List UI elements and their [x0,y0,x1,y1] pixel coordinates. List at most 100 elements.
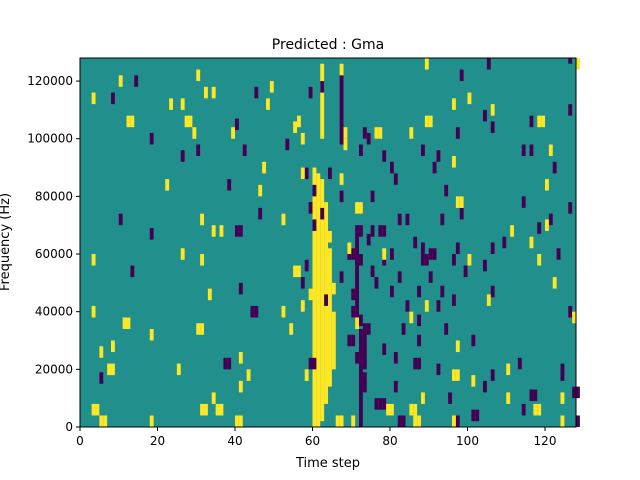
heatmap-cell-low [312,184,317,197]
heatmap-cell-high [300,132,305,145]
heatmap-cell-low [254,86,259,99]
heatmap-cell-high [99,415,104,427]
heatmap-cell-low [382,225,387,237]
heatmap-cell-high [246,369,251,381]
heatmap-cell-low [393,352,398,364]
heatmap-cell-low [351,288,356,301]
heatmap-cell-low [382,150,387,162]
heatmap-cell-low [424,254,429,266]
heatmap-cell-low [413,236,418,249]
heatmap-cell-high [103,415,108,427]
heatmap-cell-low [436,363,441,376]
heatmap-cell-high [455,340,460,353]
heatmap-cell-high [238,415,243,427]
heatmap-cell-high [165,179,170,191]
heatmap-cell-low [227,357,232,370]
x-axis-ticks: 0 20 40 60 80 100 120 [76,427,556,448]
heatmap-cell-low [405,213,410,226]
heatmap-cell-low [576,386,580,399]
heatmap-cell-low [362,127,367,139]
x-tick-label: 0 [76,434,84,448]
y-tick-label: 0 [65,420,73,434]
heatmap-cell-low [378,225,383,237]
heatmap-cell-low [552,161,557,174]
y-axis-label: Frequency (Hz) [0,193,13,291]
heatmap-cell-high [176,363,181,376]
heatmap-cell-low [397,415,402,427]
heatmap-cell-high [382,248,387,260]
heatmap-cell-low [378,398,383,410]
heatmap-cell-high [231,127,236,139]
heatmap-cell-low [359,254,363,266]
y-tick-label: 40000 [35,305,73,319]
heatmap-cell-low [417,314,422,327]
x-tick-label: 60 [305,434,320,448]
heatmap-cell-high [297,115,301,128]
heatmap-cell-high [421,392,425,404]
heatmap-cell-high [293,121,298,133]
heatmap-cell-low [568,58,573,64]
heatmap-cell-high [545,179,549,191]
heatmap-cell-high [238,352,243,364]
plot-frame [79,57,577,428]
heatmap-cell-low [362,372,367,384]
heatmap-cell-high [452,156,456,168]
heatmap-cell-low [455,242,460,255]
heatmap-cell-high [424,115,429,128]
heatmap-cell-low [576,415,580,427]
heatmap-cell-low [390,248,394,260]
heatmap-cell-high [293,265,298,278]
heatmap-cell-low [366,323,371,335]
heatmap-cell-high [355,317,360,329]
heatmap-cell-high [510,225,515,237]
heatmap-cell-low [258,207,263,220]
heatmap-cell-high [196,69,201,82]
y-axis-ticks: 0 20000 40000 60000 80000 100000 120000 [27,74,80,434]
y-tick-label: 20000 [35,362,73,376]
heatmap-cell-low [548,213,553,226]
heatmap-cell-high [207,288,212,301]
heatmap-cell-high [200,254,205,266]
heatmap-cell-high [188,115,193,128]
heatmap-cell-low [370,225,375,237]
x-tick-label: 80 [382,434,397,448]
heatmap-cell-high [200,403,205,416]
heatmap-cell-low [235,118,239,131]
heatmap-cell-low [572,386,577,399]
heatmap-cell-high [111,340,115,353]
heatmap-cell-high [409,127,414,139]
heatmap-cell-low [455,415,460,427]
heatmap-cell-high [281,305,286,318]
heatmap-cell-low [308,202,313,214]
heatmap-cell-high [204,86,208,99]
x-tick-label: 120 [534,434,557,448]
heatmap-cell-high [343,138,348,151]
heatmap-cell-high [374,127,379,139]
heatmap-cell-high [328,230,332,243]
heatmap-cell-low [312,219,317,231]
heatmap-cell-low [324,294,329,306]
heatmap-cell-high [211,392,216,404]
heatmap-cell-high [552,277,557,289]
heatmap-cell-high [339,63,344,76]
heatmap-cell-high [122,317,127,329]
heatmap-cell-low [448,392,453,404]
heatmap-cell-high [99,346,104,358]
heatmap-band [355,236,360,318]
heatmap-cell-low [359,314,363,327]
heatmap-cells [91,58,580,428]
heatmap-cell-high [200,323,205,335]
heatmap-cell-low [374,277,379,289]
x-tick-label: 20 [150,434,165,448]
heatmap-cell-low [459,69,464,82]
heatmap-cell-high [266,98,270,110]
heatmap-cell-high [331,282,336,295]
heatmap-cell-low [432,161,437,174]
heatmap-cell-low [502,236,507,249]
y-tick-label: 120000 [27,74,73,88]
heatmap-cell-low [223,357,228,370]
heatmap-cell-high [235,415,239,427]
heatmap-cell-low [359,144,363,157]
heatmap-cell-high [560,415,565,427]
